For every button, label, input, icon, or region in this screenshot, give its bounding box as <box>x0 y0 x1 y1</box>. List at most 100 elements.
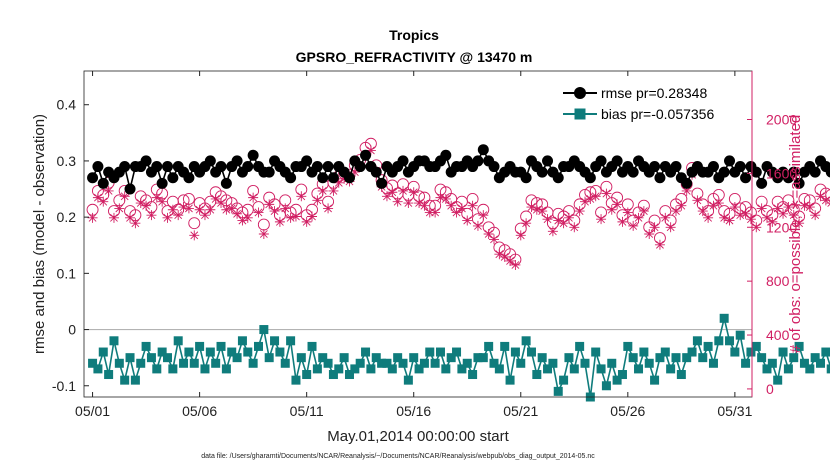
obs-assimilated-point <box>810 210 821 221</box>
bias-point <box>104 370 114 380</box>
obs-assimilated-point <box>783 202 794 213</box>
obs-assimilated-point <box>735 210 746 221</box>
obs-assimilated-point <box>649 222 660 233</box>
right-tick-label: 1200 <box>766 219 797 235</box>
bias-point <box>703 341 713 351</box>
obs-assimilated-point <box>440 193 451 204</box>
rmse-point <box>140 155 152 167</box>
bias-point <box>532 370 542 380</box>
bias-point <box>628 353 638 363</box>
bias-point <box>810 353 820 363</box>
obs-assimilated-point <box>253 207 264 218</box>
bias-point <box>676 370 686 380</box>
obs-assimilated-point <box>307 211 318 222</box>
right-axis-label: # of obs: o=possible; ∗=assimilated <box>787 115 804 354</box>
rmse-point <box>301 155 313 167</box>
bias-point <box>403 375 413 385</box>
obs-assimilated-point <box>119 191 130 202</box>
bias-point <box>773 375 783 385</box>
obs-assimilated-point <box>515 230 526 241</box>
obs-assimilated-point <box>606 204 617 215</box>
obs-assimilated-point <box>499 251 510 262</box>
bias-point <box>237 336 247 346</box>
data-file-footnote: data file: /Users/gharamti/Documents/NCA… <box>201 453 595 460</box>
bias-point <box>725 336 735 346</box>
bias-point <box>682 353 692 363</box>
bias-point <box>157 347 167 357</box>
obs-assimilated-point <box>617 216 628 227</box>
legend: rmse pr=0.28348 bias pr=-0.057356 <box>553 79 743 125</box>
obs-assimilated-point <box>173 210 184 221</box>
bias-point <box>130 375 140 385</box>
rmse-point <box>263 166 275 178</box>
rmse-point <box>247 149 259 161</box>
obs-assimilated-point <box>183 203 194 214</box>
bias-point <box>227 347 237 357</box>
bias-point <box>302 370 312 380</box>
obs-assimilated-point <box>414 198 425 209</box>
obs-assimilated-point <box>612 199 623 210</box>
obs-assimilated-point <box>547 226 558 237</box>
bias-point <box>757 353 767 363</box>
bias-point <box>409 353 419 363</box>
bias-point <box>296 353 306 363</box>
obs-assimilated-point <box>590 191 601 202</box>
bias-point <box>735 330 745 340</box>
obs-assimilated-point <box>601 188 612 199</box>
bias-point <box>816 358 826 368</box>
rmse-bias-series <box>87 144 830 402</box>
obs-assimilated-point <box>531 204 542 215</box>
bias-point <box>751 341 761 351</box>
x-axis-label: May.01,2014 00:00:00 start <box>327 428 509 445</box>
bias-point <box>398 358 408 368</box>
bias-point <box>714 336 724 346</box>
obs-assimilated-point <box>772 203 783 214</box>
obs-assimilated-point <box>92 192 103 203</box>
x-tick-label: 05/21 <box>503 403 538 419</box>
rmse-point <box>542 155 554 167</box>
rmse-point <box>536 166 548 178</box>
bias-point <box>521 336 531 346</box>
rmse-point <box>611 155 623 167</box>
bias-point <box>286 336 296 346</box>
rmse-point <box>670 161 682 173</box>
rmse-point <box>740 172 752 184</box>
rmse-point <box>285 172 297 184</box>
rmse-point <box>354 161 366 173</box>
obs-assimilated-point <box>285 212 296 223</box>
obs-assimilated-point <box>232 208 243 219</box>
bias-point <box>783 364 793 374</box>
bias-point <box>189 358 199 368</box>
obs-assimilated-point <box>537 206 548 217</box>
bias-point <box>462 358 472 368</box>
bias-point <box>152 364 162 374</box>
obs-assimilated-point <box>494 249 505 260</box>
obs-assimilated-point <box>670 206 681 217</box>
bias-point <box>200 364 210 374</box>
obs-assimilated-point <box>580 196 590 207</box>
rmse-point <box>734 161 746 173</box>
obs-assimilated-point <box>237 215 248 226</box>
bias-point <box>184 347 194 357</box>
obs-assimilated-point <box>638 206 649 217</box>
rmse-point <box>788 166 800 178</box>
bias-point <box>526 347 536 357</box>
obs-assimilated-point <box>280 203 291 214</box>
rmse-point <box>707 161 719 173</box>
rmse-point <box>124 183 136 195</box>
bias-point <box>821 347 830 357</box>
obs-possible-point <box>825 189 830 201</box>
bias-point <box>441 364 451 374</box>
bias-point <box>125 353 135 363</box>
bias-point <box>607 358 617 368</box>
bias-point <box>489 358 499 368</box>
bias-point <box>216 341 226 351</box>
right-tick-label: 400 <box>766 327 790 343</box>
obs-assimilated-point <box>125 212 136 223</box>
obs-assimilated-point <box>226 203 237 214</box>
rmse-point <box>552 172 564 184</box>
bias-point <box>205 347 215 357</box>
obs-assimilated-point <box>788 210 799 221</box>
obs-assimilated-point <box>199 210 210 221</box>
rmse-point <box>825 166 830 178</box>
